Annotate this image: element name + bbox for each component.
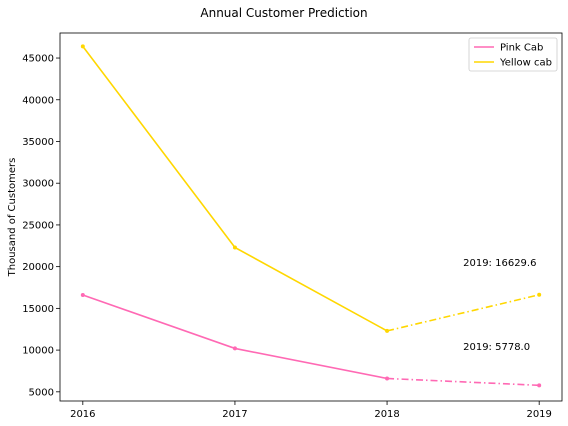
x-tick-label-2019: 2019 — [526, 409, 551, 420]
point-yellow-cab-2018 — [385, 328, 390, 333]
chart-title: Annual Customer Prediction — [200, 6, 367, 20]
point-yellow-cab-2019 — [537, 292, 542, 297]
y-tick-label-10000: 10000 — [22, 346, 54, 357]
x-tick-label-2016: 2016 — [70, 409, 95, 420]
x-tick-label-2017: 2017 — [222, 409, 247, 420]
point-pink-cab-2017 — [232, 346, 237, 351]
y-tick-label-35000: 35000 — [22, 137, 54, 148]
y-tick-label-30000: 30000 — [22, 179, 54, 190]
y-tick-label-45000: 45000 — [22, 54, 54, 65]
y-tick-label-40000: 40000 — [22, 95, 54, 106]
legend-label-yellow-cab: Yellow cab — [499, 58, 552, 69]
point-yellow-cab-2016 — [80, 44, 85, 49]
y-tick-label-25000: 25000 — [22, 220, 54, 231]
legend: Pink Cab Yellow cab — [468, 37, 558, 72]
series-layer — [80, 44, 542, 388]
y-axis-label: Thousand of Customers — [7, 158, 18, 278]
y-axis: 5000 10000 15000 20000 25000 30000 35000 40000 4… — [22, 54, 60, 398]
annotation-1: 2019: 5778.0 — [463, 342, 530, 353]
plot-area — [59, 32, 563, 402]
x-tick-label-2018: 2018 — [374, 409, 399, 420]
point-yellow-cab-2017 — [232, 245, 237, 250]
annotation-layer: 2019: 16629.6 2019: 5778.0 — [463, 258, 536, 353]
series-prediction-line-pink-cab — [387, 377, 540, 387]
y-tick-label-15000: 15000 — [22, 304, 54, 315]
y-tick-label-20000: 20000 — [22, 262, 54, 273]
point-pink-cab-2019 — [537, 383, 542, 388]
series-prediction-line-yellow-cab — [386, 293, 540, 332]
legend-label-pink-cab: Pink Cab — [500, 43, 543, 54]
annotation-0: 2019: 16629.6 — [463, 258, 536, 269]
point-pink-cab-2018 — [385, 376, 390, 381]
point-pink-cab-2016 — [80, 293, 85, 298]
y-tick-label-5000: 5000 — [29, 387, 54, 398]
x-axis: 2016 2017 2018 2019 — [70, 401, 552, 420]
